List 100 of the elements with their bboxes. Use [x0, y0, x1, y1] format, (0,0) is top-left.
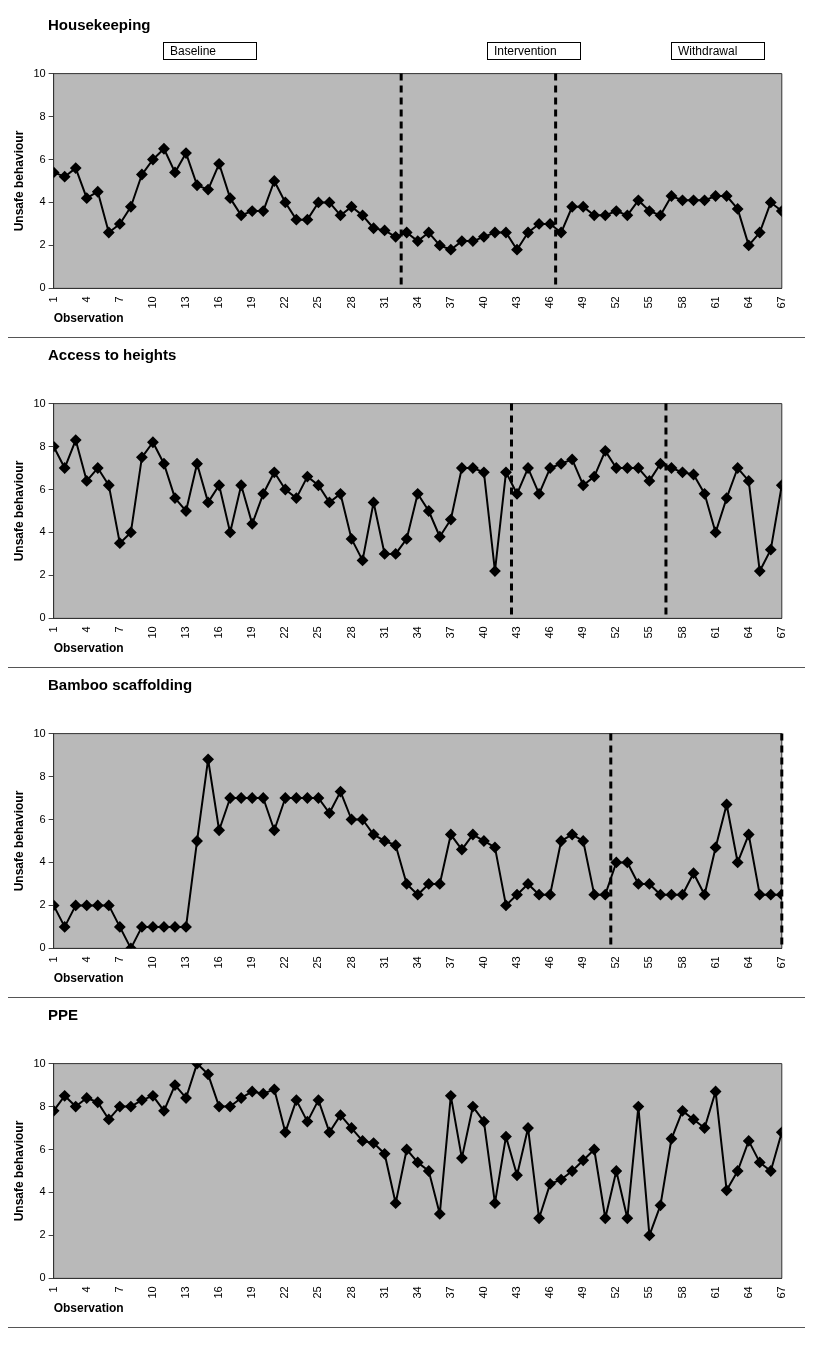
x-axis-title: Observation: [53, 641, 124, 656]
x-tick-label: 31: [377, 296, 390, 309]
x-tick-label: 4: [79, 626, 92, 633]
y-tick-label: 6: [39, 1142, 46, 1155]
x-tick-label: 43: [510, 1286, 523, 1299]
x-tick-label: 10: [145, 1286, 158, 1299]
y-tick-label: 2: [39, 898, 46, 911]
x-tick-label: 34: [410, 1286, 423, 1299]
x-tick-label: 1: [46, 296, 59, 303]
y-axis-title: Unsafe behaviour: [11, 130, 26, 232]
x-tick-label: 46: [543, 626, 556, 639]
y-tick-label: 10: [33, 66, 46, 79]
x-tick-label: 55: [642, 1286, 655, 1299]
x-tick-label: 28: [344, 1286, 357, 1299]
y-tick-label: 8: [39, 109, 46, 122]
x-tick-label: 58: [675, 626, 688, 639]
y-tick-label: 6: [39, 152, 46, 165]
x-tick-label: 13: [179, 626, 192, 639]
x-tick-label: 13: [179, 1286, 192, 1299]
x-axis-title: Observation: [53, 1301, 124, 1316]
x-tick-label: 37: [443, 1286, 456, 1299]
x-tick-label: 64: [741, 296, 754, 309]
x-tick-label: 40: [476, 956, 489, 969]
x-tick-label: 61: [708, 1286, 721, 1299]
y-tick-label: 8: [39, 769, 46, 782]
x-tick-label: 19: [245, 956, 258, 969]
x-tick-label: 52: [609, 296, 622, 309]
x-tick-label: 16: [212, 296, 225, 309]
x-tick-label: 37: [443, 296, 456, 309]
chart-title: Access to heights: [48, 346, 178, 365]
x-tick-label: 64: [741, 956, 754, 969]
x-tick-label: 52: [609, 626, 622, 639]
x-axis-title: Observation: [53, 311, 124, 326]
x-tick-label: 10: [145, 626, 158, 639]
x-tick-label: 16: [212, 1286, 225, 1299]
x-tick-label: 25: [311, 1286, 324, 1299]
text: Intervention: [487, 42, 581, 60]
x-tick-label: 49: [576, 956, 589, 969]
x-tick-label: 31: [377, 1286, 390, 1299]
x-tick-label: 10: [145, 296, 158, 309]
x-tick-label: 16: [212, 626, 225, 639]
y-tick-label: 4: [39, 525, 46, 538]
y-tick-label: 10: [33, 1056, 46, 1069]
y-axis-title: Unsafe behaviour: [11, 1120, 26, 1222]
y-tick-label: 0: [39, 281, 46, 294]
x-tick-label: 28: [344, 296, 357, 309]
x-tick-label: 10: [145, 956, 158, 969]
x-tick-label: 31: [377, 626, 390, 639]
y-tick-label: 4: [39, 1185, 46, 1198]
x-tick-label: 22: [278, 1286, 291, 1299]
x-tick-label: 64: [741, 626, 754, 639]
x-tick-label: 40: [476, 1286, 489, 1299]
x-tick-label: 61: [708, 956, 721, 969]
x-tick-label: 46: [543, 1286, 556, 1299]
x-tick-label: 64: [741, 1286, 754, 1299]
y-tick-label: 0: [39, 941, 46, 954]
x-tick-label: 7: [112, 296, 125, 303]
x-tick-label: 58: [675, 956, 688, 969]
x-tick-label: 4: [79, 296, 92, 303]
x-tick-label: 4: [79, 956, 92, 963]
x-tick-label: 7: [112, 956, 125, 963]
x-tick-label: 37: [443, 626, 456, 639]
y-tick-label: 2: [39, 238, 46, 251]
text: Baseline: [163, 42, 257, 60]
y-tick-label: 10: [33, 726, 46, 739]
chart-title: PPE: [48, 1006, 79, 1025]
x-tick-label: 67: [774, 956, 787, 969]
x-tick-label: 52: [609, 1286, 622, 1299]
x-tick-label: 22: [278, 956, 291, 969]
x-tick-label: 49: [576, 626, 589, 639]
x-tick-label: 55: [642, 626, 655, 639]
x-tick-label: 61: [708, 626, 721, 639]
x-tick-label: 25: [311, 626, 324, 639]
x-tick-label: 49: [576, 1286, 589, 1299]
x-tick-label: 43: [510, 296, 523, 309]
y-tick-label: 6: [39, 812, 46, 825]
x-tick-label: 34: [410, 956, 423, 969]
x-tick-label: 67: [774, 1286, 787, 1299]
x-tick-label: 19: [245, 296, 258, 309]
x-tick-label: 31: [377, 956, 390, 969]
x-tick-label: 19: [245, 626, 258, 639]
x-tick-label: 40: [476, 296, 489, 309]
x-tick-label: 19: [245, 1286, 258, 1299]
x-tick-label: 46: [543, 296, 556, 309]
x-tick-label: 67: [774, 296, 787, 309]
x-tick-label: 7: [112, 626, 125, 633]
x-tick-label: 34: [410, 626, 423, 639]
x-tick-label: 25: [311, 296, 324, 309]
x-tick-label: 13: [179, 956, 192, 969]
x-tick-label: 58: [675, 296, 688, 309]
x-axis-title: Observation: [53, 971, 124, 986]
x-tick-label: 28: [344, 626, 357, 639]
y-tick-label: 6: [39, 482, 46, 495]
x-tick-label: 1: [46, 956, 59, 963]
x-tick-label: 52: [609, 956, 622, 969]
x-tick-label: 43: [510, 956, 523, 969]
x-tick-label: 58: [675, 1286, 688, 1299]
y-tick-label: 4: [39, 195, 46, 208]
x-tick-label: 43: [510, 626, 523, 639]
x-tick-label: 1: [46, 626, 59, 633]
